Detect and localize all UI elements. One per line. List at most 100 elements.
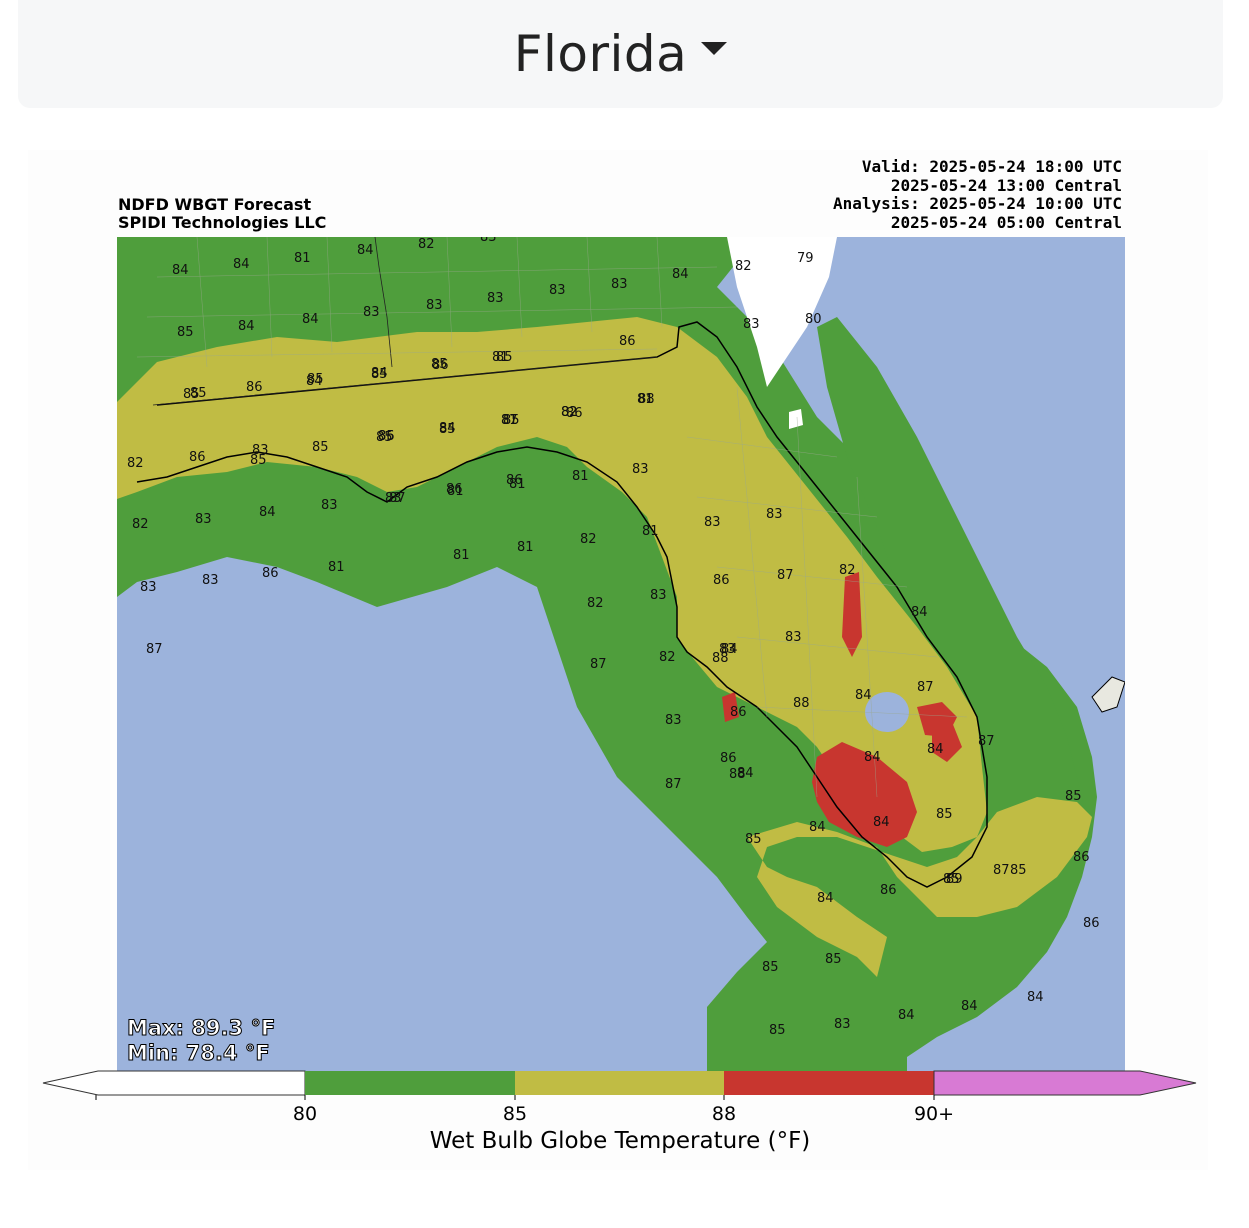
map-value-label: 84 [721,642,738,657]
map-value-label: 85 [250,453,267,468]
map-value-label: 86 [720,751,737,766]
map-value-label: 88 [729,767,746,782]
analysis-time-central: 2025-05-24 05:00 Central [890,212,1122,232]
map-value-label: 84 [817,891,834,906]
map-value-label: 81 [492,350,509,365]
map-value-label: 82 [587,596,604,611]
map-value-label: 83 [766,507,783,522]
map-value-label: 83 [202,573,219,588]
map-value-label: 87 [146,642,163,657]
map-value-label: 87 [590,657,607,672]
map-value-label: 85 [378,429,395,444]
map-value-label: 81 [517,540,534,555]
map-value-label: 83 [719,642,736,657]
figure-title: NDFD WBGT Forecast SPIDI Technologies LL… [118,196,326,232]
caret-down-icon [701,41,728,55]
map-value-label: 85 [1010,863,1027,878]
county-grid [136,237,968,798]
map-value-label: 79 [797,251,814,266]
map-value-label: 84 [927,742,944,757]
map-value-label: 85 [312,440,329,455]
colorbar-segment-88-90 [724,1071,934,1095]
colorbar-tick-85: 85 [502,1103,528,1125]
colorbar-label: Wet Bulb Globe Temperature (°F) [429,1128,811,1154]
colorbar [42,1070,1197,1100]
yellow-zone [117,317,987,852]
map-value-label: 83 [140,580,157,595]
map-value-label: 82 [561,405,578,420]
map-value-label: 83 [834,1017,851,1032]
map-value-label: 85 [936,807,953,822]
map-value-label: 84 [911,605,928,620]
map-value-label: 81 [453,548,470,563]
map-value-label: 80 [805,312,822,327]
map-value-label: 88 [712,651,729,666]
map-value-label: 83 [549,283,566,298]
map-value-label: 81 [447,484,464,499]
map-value-label: 85 [371,367,388,382]
map-value-label: 85 [745,832,762,847]
colorbar-tick-88: 88 [711,1103,737,1125]
map-value-label: 84 [306,374,323,389]
map-value-label: 86 [506,473,523,488]
map-value-label: 83 [385,491,402,506]
red-zone-strip [842,572,862,657]
map-value-label: 85 [496,350,513,365]
map-value-label: 87 [501,413,518,428]
map-value-label: 81 [509,477,526,492]
map-value-label: 84 [238,319,255,334]
figure-title-line1: NDFD WBGT Forecast [118,195,312,214]
map-value-label: 87 [389,491,406,506]
map-value-label: 87 [993,863,1010,878]
map-value-label: 84 [259,505,276,520]
map-value-label: 84 [371,366,388,381]
map-value-label: 83 [743,317,760,332]
min-max-readout: Max: 89.3 °F Min: 78.4 °F [126,1016,276,1066]
map-value-label: 81 [294,251,311,266]
map-value-label: 85 [769,1023,786,1038]
map-value-label: 84 [233,257,250,272]
map-value-label: 86 [246,380,263,395]
map-value-label: 84 [357,243,374,258]
colorbar-segment-80-85 [305,1071,515,1095]
map-value-label: 86 [262,566,279,581]
map-value-label: 83 [363,305,380,320]
state-boundary [152,237,658,406]
map-value-label: 86 [378,429,395,444]
map-value-label: 84 [864,750,881,765]
analysis-time-utc: Analysis: 2025-05-24 10:00 UTC [833,194,1122,213]
red-zone-west [722,692,739,722]
map-value-label: 89 [946,872,963,887]
map-value-label: 87 [665,777,682,792]
figure-title-line2: SPIDI Technologies LLC [118,213,327,232]
valid-time-central: 2025-05-24 13:00 Central [890,175,1122,195]
state-selector-dropdown[interactable]: Florida [18,0,1223,108]
white-zone [727,237,837,387]
map-value-label: 84 [855,688,872,703]
map-value-label: 82 [839,563,856,578]
map-value-label: 86 [1083,916,1100,931]
map-value-label: 85 [376,430,393,445]
map-value-label: 85 [183,387,200,402]
map-value-label: 83 [195,512,212,527]
figure-timestamps: Valid: 2025-05-24 18:00 UTC 2025-05-24 1… [833,157,1122,232]
map-value-label: 87 [978,734,995,749]
map-value-label: 84 [898,1008,915,1023]
map-value-label: 82 [561,405,578,420]
white-patch [789,409,803,429]
map-value-label: 83 [487,291,504,306]
map-value-label: 83 [650,588,667,603]
map-value-label: 82 [132,517,149,532]
colorbar-tick-90-plus: 90+ [913,1103,955,1125]
map-value-label: 83 [665,713,682,728]
map-value-label: 86 [713,573,730,588]
map-value-label: 81 [572,469,589,484]
map-value-label: 81 [328,560,345,575]
map-value-label: 84 [809,820,826,835]
colorbar-segment-85-88 [515,1071,724,1095]
map-value-label: 85 [503,413,520,428]
max-value: Max: 89.3 °F [126,1016,276,1041]
bahamas-island [1091,676,1125,713]
red-zone-main [812,742,917,847]
